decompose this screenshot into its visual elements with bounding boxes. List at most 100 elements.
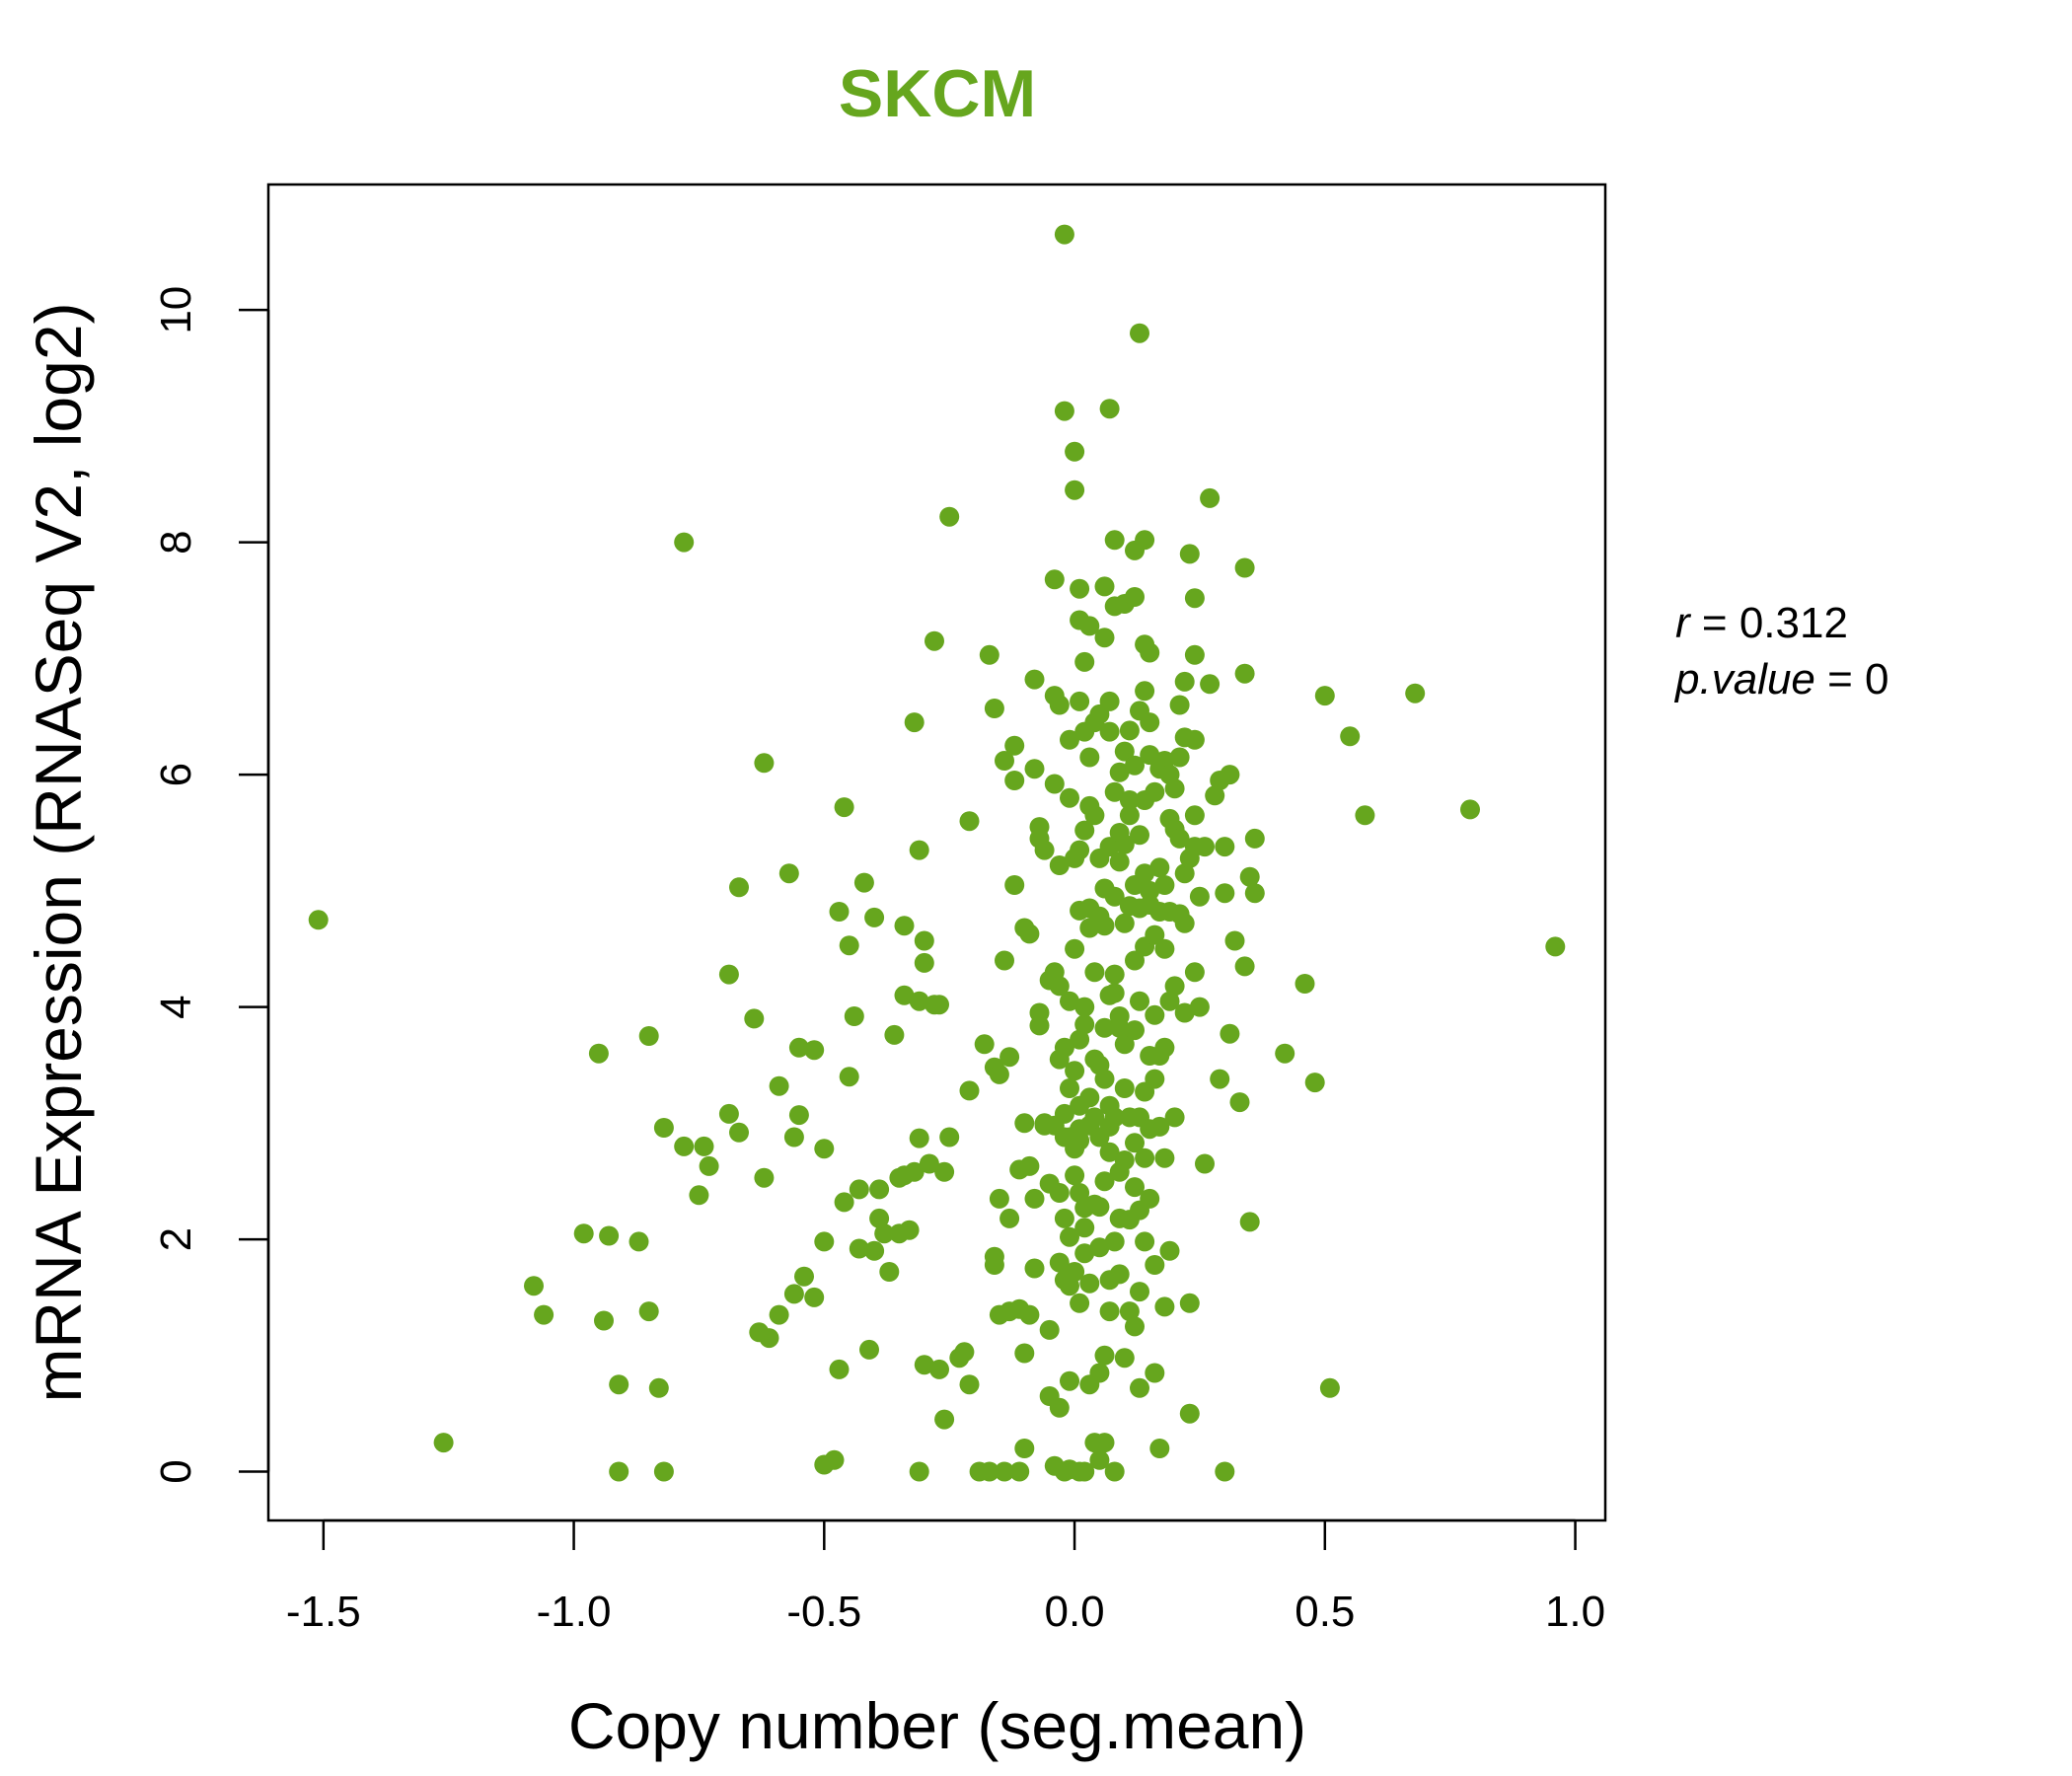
data-point bbox=[1024, 1188, 1045, 1209]
data-point bbox=[1169, 747, 1190, 768]
data-point bbox=[834, 797, 854, 818]
data-point bbox=[1169, 828, 1190, 849]
p-value: 0 bbox=[1865, 655, 1888, 703]
data-point bbox=[1070, 1131, 1090, 1150]
data-point bbox=[1114, 834, 1135, 854]
data-point bbox=[804, 1040, 825, 1061]
data-point bbox=[1200, 487, 1221, 508]
data-point bbox=[1049, 1397, 1070, 1418]
data-point bbox=[769, 1304, 789, 1325]
data-point bbox=[1014, 1343, 1035, 1364]
data-point bbox=[1184, 805, 1205, 826]
data-point bbox=[1060, 1226, 1079, 1247]
data-point bbox=[1210, 1069, 1230, 1089]
data-point bbox=[859, 1339, 879, 1360]
data-point bbox=[899, 1220, 920, 1240]
data-point bbox=[788, 1105, 809, 1126]
data-point bbox=[1049, 1183, 1070, 1203]
data-point bbox=[1460, 799, 1480, 820]
data-point bbox=[909, 1128, 929, 1148]
data-point bbox=[1060, 787, 1079, 808]
data-point bbox=[1029, 1002, 1050, 1023]
data-point bbox=[1135, 863, 1155, 884]
r-symbol: r bbox=[1675, 599, 1692, 647]
data-point bbox=[1234, 956, 1255, 977]
data-point bbox=[849, 1179, 869, 1200]
data-point bbox=[1109, 1017, 1130, 1038]
data-point bbox=[588, 1043, 609, 1064]
data-point bbox=[1135, 530, 1155, 551]
data-point bbox=[1275, 1043, 1295, 1064]
y-tick-label: 10 bbox=[152, 286, 200, 334]
data-point bbox=[1184, 729, 1205, 750]
data-point bbox=[879, 1262, 900, 1282]
x-tick-label: -1.0 bbox=[537, 1588, 612, 1636]
data-point bbox=[1135, 681, 1155, 702]
data-point bbox=[1004, 875, 1025, 895]
data-point bbox=[1174, 863, 1195, 884]
data-point bbox=[1065, 1061, 1085, 1081]
data-point bbox=[1174, 1002, 1195, 1023]
data-point bbox=[1099, 837, 1120, 857]
data-point bbox=[1244, 828, 1265, 849]
data-point bbox=[1154, 1147, 1175, 1168]
y-axis-label: mRNA Expression (RNASeq V2, log2) bbox=[22, 302, 95, 1402]
data-point bbox=[1179, 1293, 1200, 1313]
data-point bbox=[1125, 1316, 1145, 1337]
data-point bbox=[1070, 840, 1090, 860]
data-point bbox=[1079, 1087, 1100, 1108]
data-point bbox=[934, 1409, 955, 1430]
data-point bbox=[925, 630, 944, 651]
data-point bbox=[839, 935, 859, 956]
data-point bbox=[1104, 1107, 1125, 1128]
data-point bbox=[769, 1075, 789, 1096]
data-point bbox=[1220, 1023, 1240, 1044]
data-point bbox=[1094, 916, 1115, 936]
data-point bbox=[1130, 825, 1149, 846]
data-point bbox=[1319, 1377, 1340, 1398]
data-point bbox=[919, 1153, 939, 1174]
data-point bbox=[1094, 576, 1115, 597]
data-point bbox=[974, 1034, 995, 1055]
data-point bbox=[1079, 1273, 1100, 1294]
data-point bbox=[984, 1255, 1004, 1275]
data-point bbox=[1164, 976, 1185, 997]
data-point bbox=[995, 751, 1014, 771]
data-point bbox=[1070, 1293, 1090, 1313]
data-point bbox=[829, 1359, 850, 1379]
data-point bbox=[1184, 644, 1205, 665]
data-point bbox=[1049, 1252, 1070, 1273]
data-point bbox=[1304, 1073, 1325, 1093]
data-point bbox=[853, 872, 874, 893]
data-point bbox=[869, 1179, 890, 1200]
data-point bbox=[1140, 880, 1160, 901]
data-point bbox=[594, 1310, 614, 1331]
data-point bbox=[1205, 785, 1225, 806]
data-point bbox=[1024, 669, 1045, 690]
data-point bbox=[1195, 1153, 1215, 1174]
data-point bbox=[999, 1047, 1020, 1068]
data-point bbox=[1314, 686, 1335, 706]
data-point bbox=[929, 1359, 949, 1379]
data-point bbox=[1220, 765, 1240, 785]
data-point bbox=[759, 1328, 779, 1349]
data-point bbox=[1089, 1449, 1110, 1470]
data-point bbox=[1094, 1345, 1115, 1366]
data-point bbox=[1215, 1461, 1235, 1482]
data-point bbox=[674, 532, 695, 553]
data-point bbox=[1054, 1103, 1074, 1124]
data-point bbox=[1154, 875, 1175, 895]
data-point bbox=[1089, 1363, 1110, 1383]
data-point bbox=[1130, 1282, 1149, 1302]
data-point bbox=[653, 1461, 674, 1482]
data-point bbox=[1104, 983, 1125, 1003]
data-point bbox=[1125, 1133, 1145, 1153]
data-point bbox=[909, 991, 929, 1011]
data-point bbox=[1104, 886, 1125, 907]
data-point bbox=[1130, 1377, 1149, 1398]
data-point bbox=[689, 1185, 709, 1206]
data-point bbox=[1145, 1069, 1165, 1089]
data-point bbox=[1149, 1116, 1170, 1137]
data-point bbox=[1049, 976, 1070, 997]
data-point bbox=[1099, 1301, 1120, 1322]
